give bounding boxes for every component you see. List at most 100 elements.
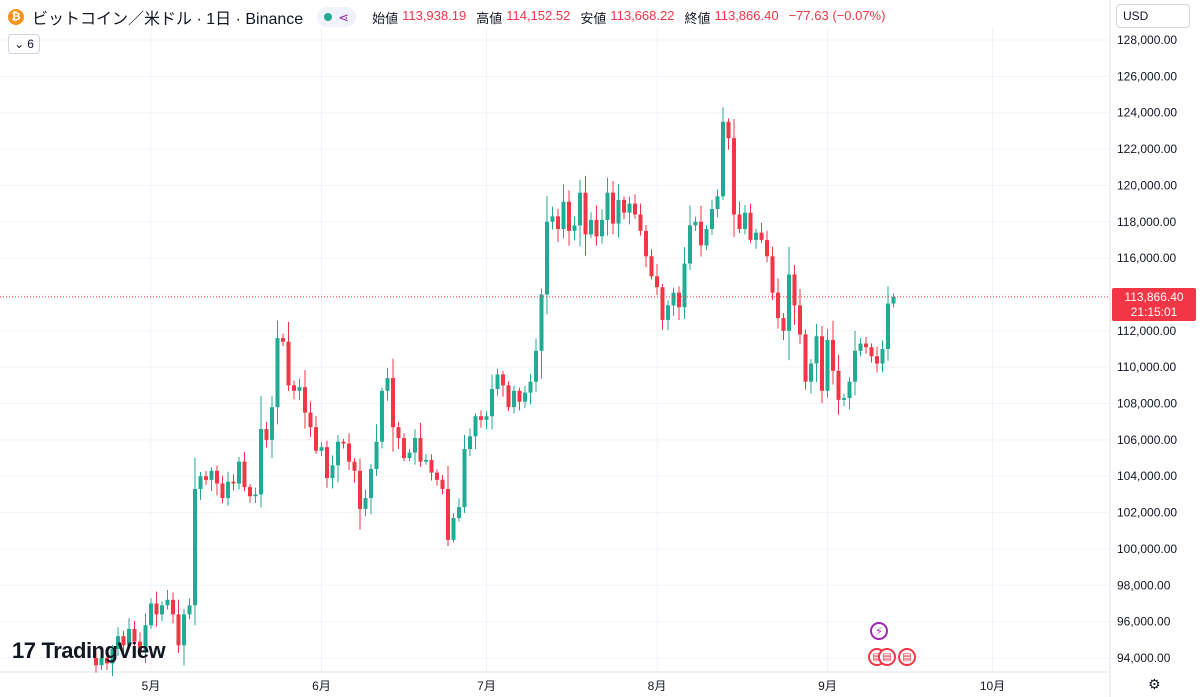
- candle-down: [556, 208, 560, 242]
- candle-body: [721, 121, 725, 197]
- candle-down: [765, 230, 769, 263]
- candle-body: [358, 470, 362, 509]
- candle-up: [380, 387, 384, 449]
- candle-down: [655, 264, 659, 295]
- candle-up: [116, 627, 120, 656]
- candle-body: [435, 472, 439, 480]
- currency-select[interactable]: USD: [1116, 4, 1190, 28]
- candle-body: [550, 216, 555, 222]
- candle-down: [171, 592, 175, 624]
- ohlc-legend: 始値 113,938.19 高値 114,152.52 安値 113,668.2…: [372, 8, 891, 27]
- symbol-title[interactable]: ビットコイン／米ドル · 1日 · Binance: [32, 11, 304, 28]
- candle-down: [737, 201, 742, 233]
- candle-body: [886, 303, 890, 349]
- y-tick-label: 118,000.00: [1117, 215, 1176, 229]
- candle-down: [231, 474, 236, 491]
- us-flag-icon[interactable]: ▤: [878, 648, 896, 666]
- candle-body: [176, 614, 181, 646]
- candle-down: [396, 422, 401, 449]
- candle-down: [325, 440, 329, 488]
- lightning-icon[interactable]: ⚡: [870, 622, 888, 640]
- indicators-collapse-button[interactable]: ⌄ 6: [8, 34, 40, 54]
- candle-up: [858, 338, 863, 357]
- tradingview-logo[interactable]: 17 TradingView: [12, 638, 166, 664]
- candle-up: [319, 442, 324, 456]
- candle-down: [611, 181, 615, 235]
- candle-down: [138, 632, 142, 657]
- candle-down: [732, 119, 736, 238]
- candle-up: [127, 618, 131, 649]
- candle-body: [682, 263, 687, 308]
- candle-up: [572, 216, 577, 241]
- candle-body: [424, 459, 428, 462]
- candle-body: [314, 427, 318, 451]
- y-tick-label: 112,000.00: [1117, 324, 1176, 338]
- candle-up: [484, 411, 489, 430]
- candle-body: [528, 381, 533, 393]
- candle-body: [429, 459, 434, 473]
- candle-body: [660, 287, 665, 320]
- candle-down: [446, 465, 450, 547]
- candle-body: [468, 436, 472, 449]
- candle-body: [825, 339, 830, 391]
- chart-header: ₿ ビットコイン／米ドル · 1日 · Binance ⋖ 始値 113,938…: [8, 6, 891, 28]
- candle-up: [688, 205, 692, 270]
- candle-up: [853, 330, 857, 396]
- candle-up: [495, 368, 500, 396]
- candle-up: [787, 246, 791, 361]
- candle-body: [831, 339, 835, 371]
- candle-down: [176, 599, 181, 654]
- candle-down: [869, 343, 874, 363]
- candle-down: [776, 278, 780, 329]
- candle-body: [776, 292, 780, 319]
- candle-body: [820, 336, 824, 391]
- candle-body: [226, 481, 230, 499]
- y-tick-label: 116,000.00: [1117, 251, 1176, 265]
- candle-body: [611, 192, 615, 224]
- y-tick-label: 122,000.00: [1117, 142, 1177, 156]
- y-tick-label: 126,000.00: [1117, 69, 1177, 83]
- chevron-down-icon: ⌄: [14, 37, 25, 51]
- candle-body: [297, 387, 302, 391]
- candle-up: [715, 189, 720, 218]
- candle-body: [457, 507, 461, 519]
- candle-down: [303, 369, 307, 429]
- candle-up: [710, 199, 714, 236]
- candle-body: [600, 219, 604, 237]
- candle-body: [649, 256, 654, 277]
- candle-down: [220, 475, 225, 504]
- low-label: 安値: [580, 10, 607, 26]
- candle-body: [666, 305, 670, 320]
- y-tick-label: 102,000.00: [1117, 506, 1177, 520]
- candle-body: [116, 636, 120, 649]
- market-status-pill[interactable]: ⋖: [317, 7, 357, 27]
- candle-down: [341, 438, 346, 449]
- close-label: 終値: [684, 10, 711, 26]
- candle-down: [803, 329, 808, 390]
- candle-body: [572, 225, 577, 231]
- candle-down: [121, 630, 126, 656]
- candle-body: [853, 350, 857, 382]
- candle-body: [319, 447, 324, 451]
- candle-body: [215, 470, 219, 484]
- candle-up: [99, 654, 104, 671]
- candle-body: [341, 441, 346, 444]
- candle-body: [880, 349, 885, 364]
- candle-body: [259, 428, 263, 495]
- us-flag-icon[interactable]: ▤: [898, 648, 916, 666]
- candle-body: [726, 121, 731, 139]
- candle-body: [121, 636, 126, 646]
- candle-body: [292, 385, 296, 391]
- candle-up: [187, 598, 192, 620]
- y-tick-label: 96,000.00: [1117, 615, 1171, 629]
- candle-body: [858, 343, 863, 351]
- candle-down: [479, 410, 483, 428]
- settings-icon[interactable]: ⚙: [1148, 676, 1161, 692]
- indicator-count: 6: [27, 37, 34, 51]
- candle-body: [413, 438, 417, 453]
- candle-body: [578, 192, 582, 226]
- candle-down: [418, 422, 423, 467]
- x-tick-label: 5月: [142, 679, 161, 693]
- candle-body: [270, 407, 274, 440]
